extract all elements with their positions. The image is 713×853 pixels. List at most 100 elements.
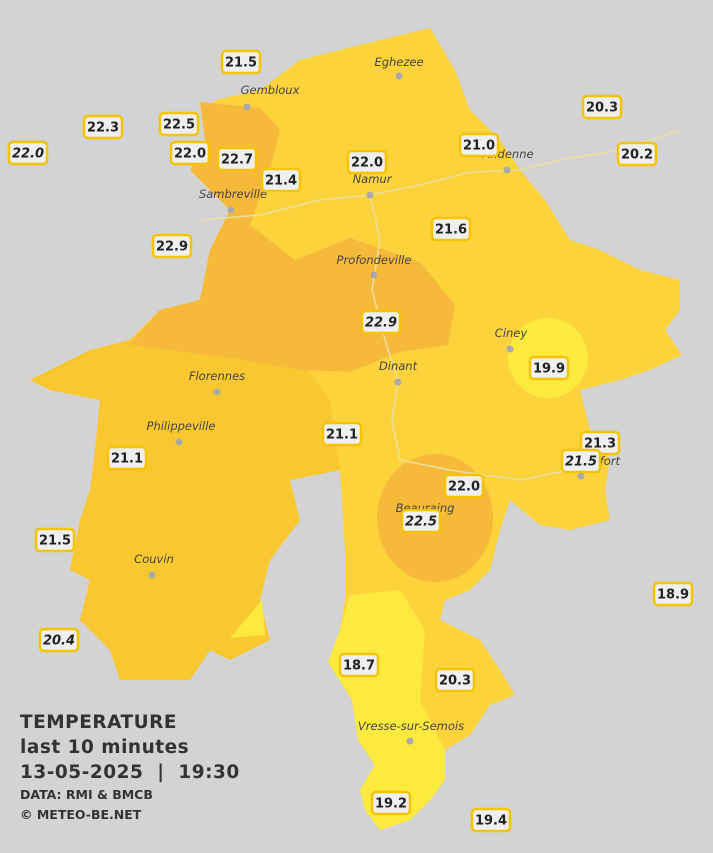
station: 21.4 [260, 167, 302, 193]
city-dot [503, 166, 511, 174]
station: 18.7 [338, 652, 380, 678]
city-dot [370, 271, 378, 279]
station-box [158, 111, 200, 137]
station: 21.5 [220, 49, 262, 75]
station-box [34, 527, 76, 553]
station-value: 21.5 [225, 56, 257, 71]
station-box [652, 581, 694, 607]
station-value: 21.4 [265, 174, 297, 189]
station-value: 19.9 [533, 362, 565, 377]
station: 21.1 [321, 421, 363, 447]
station-box [434, 667, 476, 693]
legend-period: last 10 minutes [20, 737, 190, 758]
station-value: 22.0 [448, 480, 480, 495]
legend-title: TEMPERATURE [20, 712, 178, 733]
station-box [321, 421, 363, 447]
station: 22.0 [169, 140, 211, 166]
station: 22.7 [216, 146, 258, 172]
station-value: 22.5 [405, 515, 437, 530]
station: 21.1 [106, 445, 148, 471]
city-name: Vresse-sur-Semois [358, 719, 464, 733]
station-box [581, 94, 623, 120]
station-value: 21.1 [111, 452, 143, 467]
station-value: 19.4 [475, 814, 507, 829]
station-value: 18.9 [657, 588, 689, 603]
station: 21.0 [458, 132, 500, 158]
city-dot [395, 72, 403, 80]
station-box [616, 141, 658, 167]
station-value: 20.2 [621, 148, 653, 163]
station: 21.3 [579, 430, 621, 456]
station: 19.2 [370, 790, 412, 816]
station-box [400, 508, 442, 534]
city-dot [175, 438, 183, 446]
station-value: 18.7 [343, 659, 375, 674]
station-box [560, 448, 602, 474]
city-name: Gembloux [241, 83, 300, 97]
station-value: 21.1 [326, 428, 358, 443]
legend-copyright: © METEO-BE.NET [20, 807, 142, 822]
station-value: 22.3 [87, 121, 119, 136]
station-box [216, 146, 258, 172]
station: 22.9 [151, 233, 193, 259]
station-box [151, 233, 193, 259]
city-name: Eghezee [374, 55, 423, 69]
legend: TEMPERATURE last 10 minutes 13-05-2025 |… [20, 710, 240, 825]
city-dot [213, 388, 221, 396]
city-dot [148, 571, 156, 579]
city-dot [406, 737, 414, 745]
city-dot [243, 103, 251, 111]
station-box [82, 114, 124, 140]
station: 22.0 [346, 149, 388, 175]
station: 20.3 [434, 667, 476, 693]
station-value: 20.4 [43, 634, 75, 649]
station-box [220, 49, 262, 75]
station-box [458, 132, 500, 158]
cool-zone-south [328, 590, 445, 830]
station-value: 21.3 [584, 437, 616, 452]
station-value: 21.6 [435, 223, 467, 238]
station-value: 20.3 [586, 101, 618, 116]
station-value: 22.7 [221, 153, 253, 168]
station-box [338, 652, 380, 678]
station-value: 21.0 [463, 139, 495, 154]
station-box [38, 627, 80, 653]
station: 22.5 [158, 111, 200, 137]
city-name: Sambreville [199, 187, 267, 201]
station-box [370, 790, 412, 816]
station-value: 22.9 [365, 316, 397, 331]
station-box [360, 309, 402, 335]
city-dot [394, 378, 402, 386]
station: 22.5 [400, 508, 442, 534]
legend-datetime: 13-05-2025 | 19:30 [20, 762, 240, 783]
city-dot [227, 206, 235, 214]
station: 21.6 [430, 216, 472, 242]
station-value: 22.9 [156, 240, 188, 255]
city-dot [506, 345, 514, 353]
station-box [7, 140, 49, 166]
city-name: Profondeville [337, 253, 412, 267]
station-box [430, 216, 472, 242]
station-value: 21.5 [39, 534, 71, 549]
station-box [443, 473, 485, 499]
station-box [470, 807, 512, 833]
station-box [106, 445, 148, 471]
station: 18.9 [652, 581, 694, 607]
station-box [528, 355, 570, 381]
station-value: 22.0 [174, 147, 206, 162]
station: 19.4 [470, 807, 512, 833]
station-box [260, 167, 302, 193]
station: 20.4 [38, 627, 80, 653]
station-value: 22.5 [163, 118, 195, 133]
hot-zone [130, 102, 455, 372]
station: 20.2 [616, 141, 658, 167]
river [199, 129, 681, 221]
station-value: 22.0 [351, 156, 383, 171]
station: 21.5 [560, 448, 602, 474]
station: 22.0 [443, 473, 485, 499]
station: 22.9 [360, 309, 402, 335]
station-value: 20.3 [439, 674, 471, 689]
station-value: 21.5 [565, 455, 597, 470]
